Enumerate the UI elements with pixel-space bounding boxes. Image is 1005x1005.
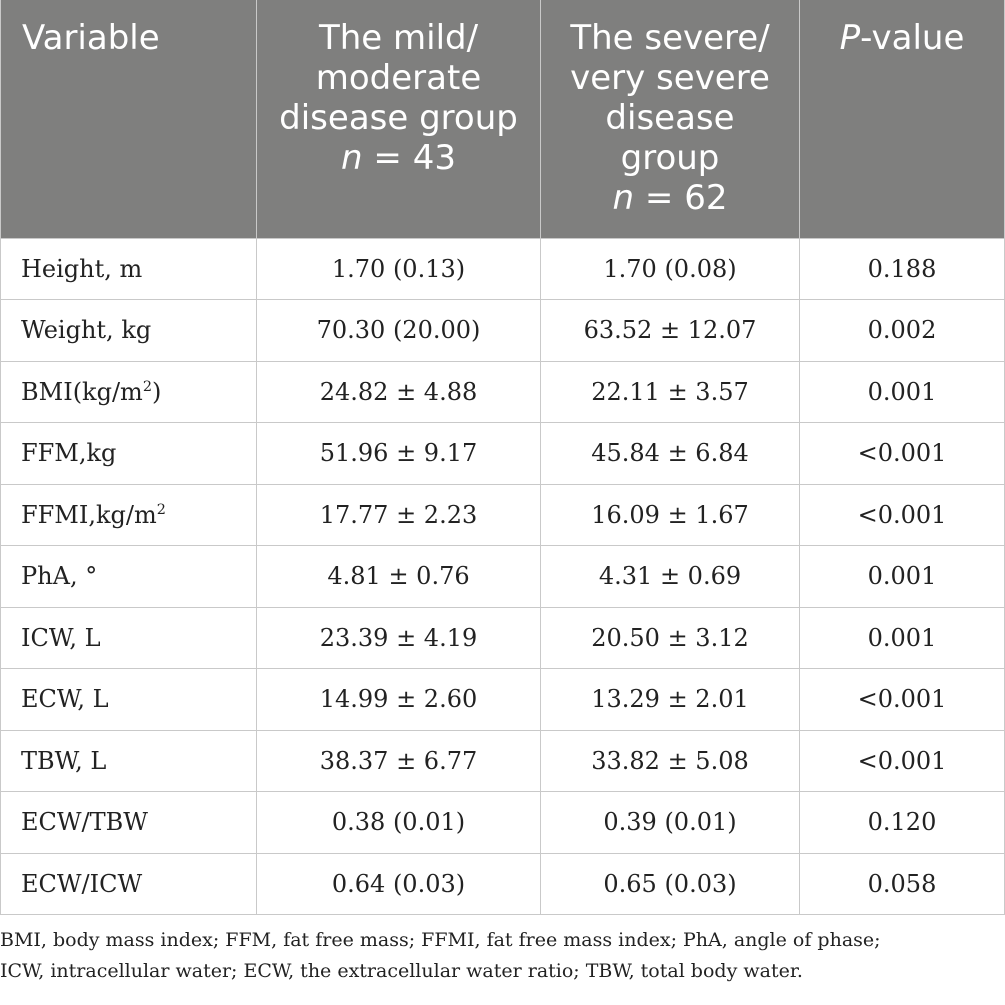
table-row: ECW/TBW 0.38 (0.01) 0.39 (0.01) 0.120 [0, 791, 1005, 854]
cell-variable: TBW, L [0, 729, 257, 792]
cell-severe: 13.29 ± 2.01 [540, 668, 800, 731]
cell-variable: PhA, ° [0, 545, 257, 608]
cell-mild: 14.99 ± 2.60 [256, 668, 541, 731]
cell-mild: 70.30 (20.00) [256, 299, 541, 362]
table-row: BMI(kg/m2) 24.82 ± 4.88 22.11 ± 3.57 0.001 [0, 360, 1005, 423]
cell-severe: 63.52 ± 12.07 [540, 299, 800, 362]
table-row: ICW, L 23.39 ± 4.19 20.50 ± 3.12 0.001 [0, 606, 1005, 669]
table-row: TBW, L 38.37 ± 6.77 33.82 ± 5.08 <0.001 [0, 729, 1005, 792]
table-row: ECW/ICW 0.64 (0.03) 0.65 (0.03) 0.058 [0, 852, 1005, 915]
cell-variable: ECW, L [0, 668, 257, 731]
cell-p-value: 0.001 [799, 606, 1005, 669]
cell-severe: 20.50 ± 3.12 [540, 606, 800, 669]
cell-mild: 0.38 (0.01) [256, 791, 541, 854]
cell-p-value: 0.001 [799, 360, 1005, 423]
table-row: Height, m 1.70 (0.13) 1.70 (0.08) 0.188 [0, 237, 1005, 300]
cell-p-value: <0.001 [799, 422, 1005, 485]
header-variable: Variable [0, 0, 257, 239]
cell-p-value: 0.001 [799, 545, 1005, 608]
cell-p-value: <0.001 [799, 668, 1005, 731]
cell-severe: 1.70 (0.08) [540, 237, 800, 300]
table-row: PhA, ° 4.81 ± 0.76 4.31 ± 0.69 0.001 [0, 545, 1005, 608]
header-row: Variable The mild/ moderate disease grou… [0, 0, 1005, 239]
cell-variable: BMI(kg/m2) [0, 360, 257, 423]
table-body: Height, m 1.70 (0.13) 1.70 (0.08) 0.188 Weig… [0, 237, 1005, 915]
table-row: ECW, L 14.99 ± 2.60 13.29 ± 2.01 <0.001 [0, 668, 1005, 731]
cell-severe: 33.82 ± 5.08 [540, 729, 800, 792]
data-table: Variable The mild/ moderate disease grou… [0, 0, 1005, 915]
cell-variable: FFM,kg [0, 422, 257, 485]
cell-variable: FFMI,kg/m2 [0, 483, 257, 546]
cell-mild: 24.82 ± 4.88 [256, 360, 541, 423]
cell-mild: 0.64 (0.03) [256, 852, 541, 915]
cell-variable: Weight, kg [0, 299, 257, 362]
header-mild-n: n = 43 [341, 138, 456, 178]
cell-p-value: 0.058 [799, 852, 1005, 915]
cell-p-value: <0.001 [799, 483, 1005, 546]
cell-mild: 17.77 ± 2.23 [256, 483, 541, 546]
table-row: Weight, kg 70.30 (20.00) 63.52 ± 12.07 0.00… [0, 299, 1005, 362]
cell-p-value: 0.002 [799, 299, 1005, 362]
cell-mild: 51.96 ± 9.17 [256, 422, 541, 485]
table-row: FFMI,kg/m2 17.77 ± 2.23 16.09 ± 1.67 <0.001 [0, 483, 1005, 546]
header-severe-n: n = 62 [612, 178, 728, 218]
cell-p-value: <0.001 [799, 729, 1005, 792]
cell-variable: ECW/TBW [0, 791, 257, 854]
cell-variable: ICW, L [0, 606, 257, 669]
header-severe-group: The severe/ very severe disease group n … [540, 0, 800, 239]
header-mild-group: The mild/ moderate disease group n = 43 [256, 0, 541, 239]
cell-p-value: 0.120 [799, 791, 1005, 854]
cell-severe: 45.84 ± 6.84 [540, 422, 800, 485]
cell-variable: Height, m [0, 237, 257, 300]
cell-mild: 4.81 ± 0.76 [256, 545, 541, 608]
cell-severe: 4.31 ± 0.69 [540, 545, 800, 608]
table-footnote: BMI, body mass index; FFM, fat free mass… [0, 929, 881, 982]
cell-severe: 22.11 ± 3.57 [540, 360, 800, 423]
cell-severe: 16.09 ± 1.67 [540, 483, 800, 546]
cell-severe: 0.39 (0.01) [540, 791, 800, 854]
cell-severe: 0.65 (0.03) [540, 852, 800, 915]
table-row: FFM,kg 51.96 ± 9.17 45.84 ± 6.84 <0.001 [0, 422, 1005, 485]
cell-mild: 1.70 (0.13) [256, 237, 541, 300]
header-p-value: P-value [799, 0, 1005, 239]
cell-mild: 38.37 ± 6.77 [256, 729, 541, 792]
cell-mild: 23.39 ± 4.19 [256, 606, 541, 669]
cell-p-value: 0.188 [799, 237, 1005, 300]
cell-variable: ECW/ICW [0, 852, 257, 915]
